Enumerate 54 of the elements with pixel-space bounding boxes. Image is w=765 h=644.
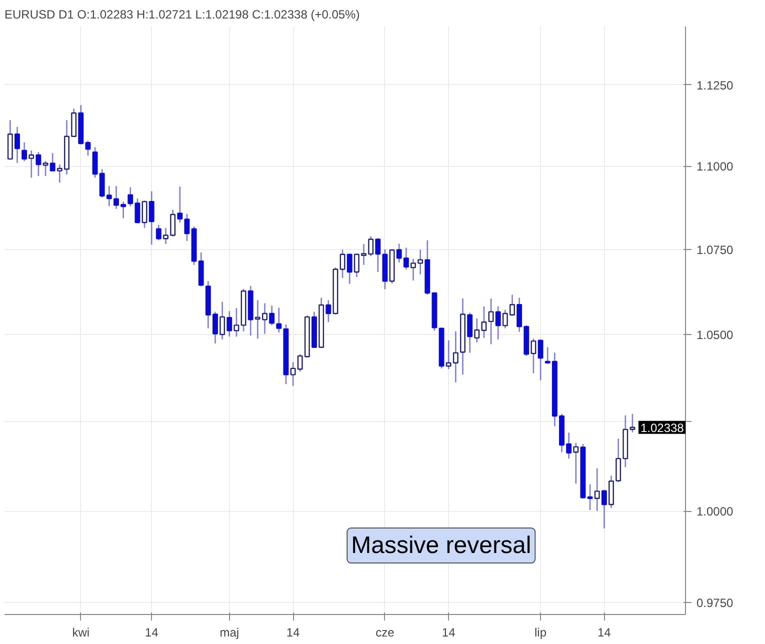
candlestick [276,307,282,334]
candlestick [452,330,458,384]
candlestick [36,151,42,177]
candlestick [92,146,98,178]
text: 1.02338 [640,420,684,435]
x-tick-label: 14 [442,626,456,640]
candlestick [269,305,275,326]
candlestick [226,310,232,338]
candlestick [587,484,593,511]
candlestick [467,312,473,354]
y-tick-label: 1.0500 [696,328,734,342]
candlestick [530,338,536,374]
candlestick [495,306,501,340]
candlestick [375,238,381,273]
y-tick-label: 1.0000 [696,504,734,519]
candlestick [184,213,190,242]
candlestick [608,475,614,509]
x-tick-label: 14 [144,626,159,640]
candlestick [14,126,20,164]
candlestick [488,298,494,345]
candlestick [446,340,452,370]
candlestick [177,186,183,224]
candlestick [594,468,600,512]
y-tick-label: 1.1250 [696,78,734,92]
candlestick [616,438,622,482]
candlestick [403,247,409,270]
candlestick [340,249,346,279]
candlestick [148,190,154,246]
candlestick [156,224,162,241]
candlestick [234,307,240,338]
candlestick [42,160,48,177]
candlestick [601,489,607,530]
x-tick-label: maj [220,626,240,640]
y-tick-label: 1.1000 [696,160,734,174]
candlestick [290,362,296,386]
annotation: Massive reversal [351,532,532,560]
candlestick [396,242,402,264]
candlestick [538,339,544,381]
x-tick-label: 14 [598,626,612,640]
candlestick [346,253,352,284]
y-tick-label: 0.9750 [696,596,734,610]
candlestick [50,152,56,172]
candlestick [22,142,28,162]
candlestick [28,150,34,178]
candlestick [220,301,226,340]
y-tick-label: 1.0750 [696,242,734,257]
x-tick-label: kwi [72,626,90,640]
x-tick-label: 14 [286,626,300,640]
candlestick [326,300,332,323]
x-tick-label: lip [534,626,547,640]
candlestick [573,442,579,484]
candlestick [142,200,148,229]
x-tick-label: cze [376,626,395,640]
chart-title: EURUSD D1 O:1.02283 H:1.02721 L:1.02198 C:1.02338 (+0.05%) [4,8,360,22]
